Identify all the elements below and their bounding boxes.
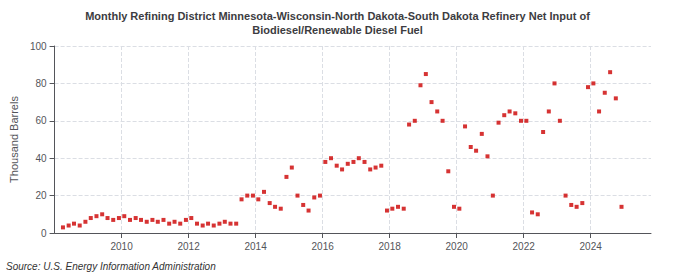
svg-text:100: 100	[30, 41, 47, 52]
svg-text:2014: 2014	[244, 241, 267, 252]
svg-text:2022: 2022	[513, 241, 536, 252]
svg-text:20: 20	[35, 190, 47, 201]
svg-text:2018: 2018	[379, 241, 402, 252]
svg-text:2010: 2010	[110, 241, 133, 252]
svg-text:40: 40	[35, 153, 47, 164]
svg-text:2012: 2012	[177, 241, 200, 252]
svg-text:2024: 2024	[580, 241, 603, 252]
svg-text:2016: 2016	[312, 241, 335, 252]
svg-text:Monthly Refining District Minn: Monthly Refining District Minnesota-Wisc…	[85, 10, 590, 22]
svg-text:0: 0	[41, 228, 47, 239]
svg-text:Source: U.S. Energy Informatio: Source: U.S. Energy Information Administ…	[6, 261, 216, 272]
svg-text:80: 80	[35, 78, 47, 89]
svg-text:60: 60	[35, 115, 47, 126]
svg-text:Biodiesel/Renewable Diesel Fue: Biodiesel/Renewable Diesel Fuel	[252, 24, 423, 36]
svg-text:Thousand Barrels: Thousand Barrels	[8, 96, 20, 183]
svg-text:2020: 2020	[446, 241, 469, 252]
